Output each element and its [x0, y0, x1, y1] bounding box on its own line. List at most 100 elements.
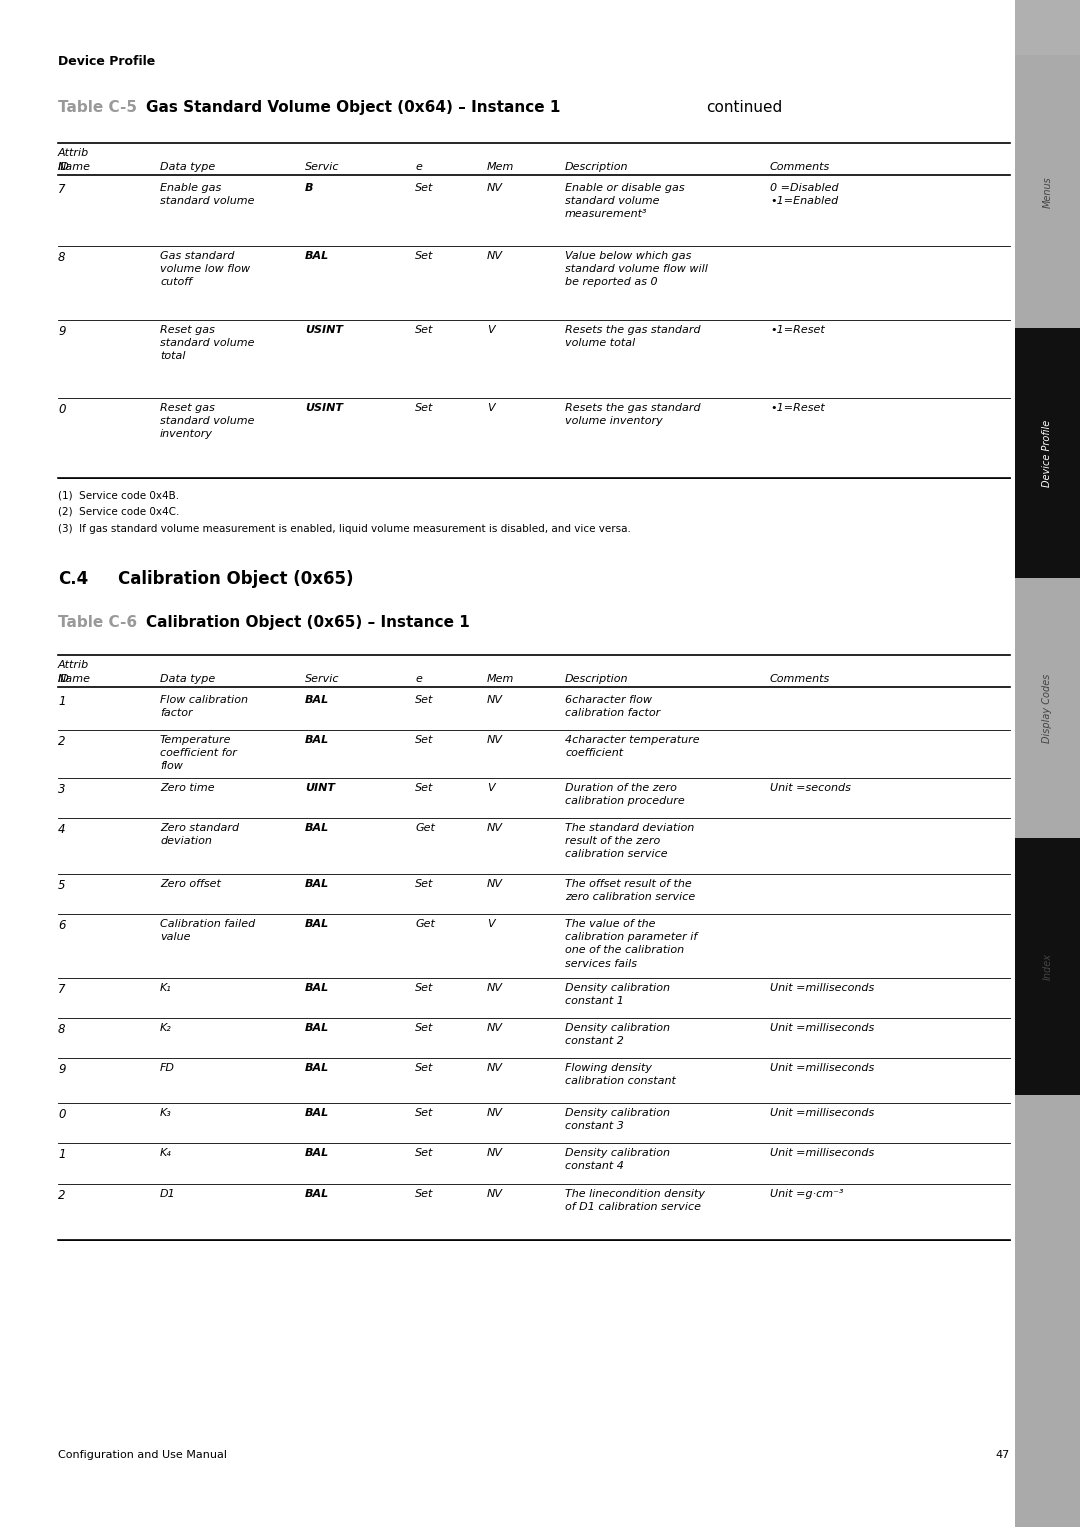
- Text: Set: Set: [415, 403, 433, 412]
- Text: (2)  Service code 0x4C.: (2) Service code 0x4C.: [58, 507, 179, 518]
- Text: NV: NV: [487, 1023, 503, 1032]
- Text: Set: Set: [415, 880, 433, 889]
- Text: Name: Name: [58, 162, 91, 173]
- Text: B: B: [305, 183, 313, 192]
- Text: Set: Set: [415, 1190, 433, 1199]
- Text: Flow calibration
factor: Flow calibration factor: [160, 695, 248, 718]
- Text: Set: Set: [415, 983, 433, 993]
- Text: 8: 8: [58, 1023, 66, 1035]
- Text: Description: Description: [565, 162, 629, 173]
- Text: BAL: BAL: [305, 1063, 329, 1073]
- Text: Attrib: Attrib: [58, 148, 90, 157]
- Text: Set: Set: [415, 325, 433, 334]
- Text: 8: 8: [58, 250, 66, 264]
- Text: USINT: USINT: [305, 403, 343, 412]
- Text: Data type: Data type: [160, 673, 215, 684]
- Text: Flowing density
calibration constant: Flowing density calibration constant: [565, 1063, 676, 1086]
- Text: UINT: UINT: [305, 783, 335, 793]
- Text: Attrib: Attrib: [58, 660, 90, 670]
- Text: K₄: K₄: [160, 1148, 172, 1157]
- Text: C.4: C.4: [58, 570, 89, 588]
- Text: Display Codes: Display Codes: [1042, 673, 1053, 742]
- Text: Set: Set: [415, 1148, 433, 1157]
- Text: Gas standard
volume low flow
cutoff: Gas standard volume low flow cutoff: [160, 250, 251, 287]
- Text: V: V: [487, 325, 495, 334]
- Text: ID: ID: [58, 162, 70, 173]
- Text: Zero offset: Zero offset: [160, 880, 221, 889]
- Text: Set: Set: [415, 695, 433, 705]
- Text: e: e: [415, 162, 422, 173]
- Text: Gas Standard Volume Object (0x64) – Instance 1: Gas Standard Volume Object (0x64) – Inst…: [146, 99, 561, 115]
- Bar: [1015, 1095, 1080, 1354]
- Text: Unit =g·cm⁻³: Unit =g·cm⁻³: [770, 1190, 843, 1199]
- Text: Calibration Object (0x65): Calibration Object (0x65): [118, 570, 353, 588]
- Text: 0: 0: [58, 403, 66, 415]
- Text: 9: 9: [58, 325, 66, 337]
- Text: K₂: K₂: [160, 1023, 172, 1032]
- Text: 47: 47: [996, 1451, 1010, 1460]
- Text: Unit =milliseconds: Unit =milliseconds: [770, 1109, 874, 1118]
- Text: Set: Set: [415, 250, 433, 261]
- Text: Reset gas
standard volume
total: Reset gas standard volume total: [160, 325, 255, 362]
- Text: BAL: BAL: [305, 250, 329, 261]
- Text: Set: Set: [415, 734, 433, 745]
- Text: Table C-6: Table C-6: [58, 615, 137, 631]
- Text: NV: NV: [487, 1148, 503, 1157]
- Text: Get: Get: [415, 919, 435, 928]
- Text: Density calibration
constant 1: Density calibration constant 1: [565, 983, 670, 1006]
- Text: K₃: K₃: [160, 1109, 172, 1118]
- Text: NV: NV: [487, 695, 503, 705]
- Text: Set: Set: [415, 783, 433, 793]
- Text: BAL: BAL: [305, 1148, 329, 1157]
- Text: BAL: BAL: [305, 919, 329, 928]
- Text: 3: 3: [58, 783, 66, 796]
- Bar: [1015, 55, 1080, 328]
- Text: D1: D1: [160, 1190, 176, 1199]
- Text: 1: 1: [58, 1148, 66, 1161]
- Text: BAL: BAL: [305, 983, 329, 993]
- Text: Unit =seconds: Unit =seconds: [770, 783, 851, 793]
- Text: 4character temperature
coefficient: 4character temperature coefficient: [565, 734, 700, 759]
- Text: Menus: Menus: [1042, 176, 1053, 208]
- Text: (3)  If gas standard volume measurement is enabled, liquid volume measurement is: (3) If gas standard volume measurement i…: [58, 524, 631, 534]
- Text: 0 =Disabled
•1=Enabled: 0 =Disabled •1=Enabled: [770, 183, 839, 206]
- Text: 7: 7: [58, 983, 66, 996]
- Text: 0: 0: [58, 1109, 66, 1121]
- Text: BAL: BAL: [305, 880, 329, 889]
- Text: 2: 2: [58, 734, 66, 748]
- Text: Unit =milliseconds: Unit =milliseconds: [770, 983, 874, 993]
- Text: Set: Set: [415, 1109, 433, 1118]
- Text: Comments: Comments: [770, 673, 831, 684]
- Text: Unit =milliseconds: Unit =milliseconds: [770, 1063, 874, 1073]
- Text: Density calibration
constant 4: Density calibration constant 4: [565, 1148, 670, 1171]
- Bar: [1015, 579, 1080, 838]
- Text: Temperature
coefficient for
flow: Temperature coefficient for flow: [160, 734, 237, 771]
- Text: 7: 7: [58, 183, 66, 195]
- Text: Name: Name: [58, 673, 91, 684]
- Text: continued: continued: [706, 99, 782, 115]
- Text: The linecondition density
of D1 calibration service: The linecondition density of D1 calibrat…: [565, 1190, 705, 1212]
- Text: Configuration and Use Manual: Configuration and Use Manual: [58, 1451, 227, 1460]
- Text: BAL: BAL: [305, 823, 329, 834]
- Text: NV: NV: [487, 1063, 503, 1073]
- Text: K₁: K₁: [160, 983, 172, 993]
- Text: NV: NV: [487, 823, 503, 834]
- Text: FD: FD: [160, 1063, 175, 1073]
- Bar: [1015, 838, 1080, 1095]
- Text: 5: 5: [58, 880, 66, 892]
- Text: 9: 9: [58, 1063, 66, 1077]
- Text: Device Profile: Device Profile: [1042, 420, 1053, 487]
- Text: Value below which gas
standard volume flow will
be reported as 0: Value below which gas standard volume fl…: [565, 250, 707, 287]
- Text: USINT: USINT: [305, 325, 343, 334]
- Text: NV: NV: [487, 1109, 503, 1118]
- Text: 6character flow
calibration factor: 6character flow calibration factor: [565, 695, 660, 718]
- Text: 6: 6: [58, 919, 66, 931]
- Text: 4: 4: [58, 823, 66, 835]
- Text: The value of the
calibration parameter if
one of the calibration
services fails: The value of the calibration parameter i…: [565, 919, 698, 968]
- Text: Density calibration
constant 3: Density calibration constant 3: [565, 1109, 670, 1132]
- Text: Set: Set: [415, 1023, 433, 1032]
- Text: Table C-5: Table C-5: [58, 99, 137, 115]
- Text: NV: NV: [487, 183, 503, 192]
- Text: Resets the gas standard
volume inventory: Resets the gas standard volume inventory: [565, 403, 701, 426]
- Text: V: V: [487, 403, 495, 412]
